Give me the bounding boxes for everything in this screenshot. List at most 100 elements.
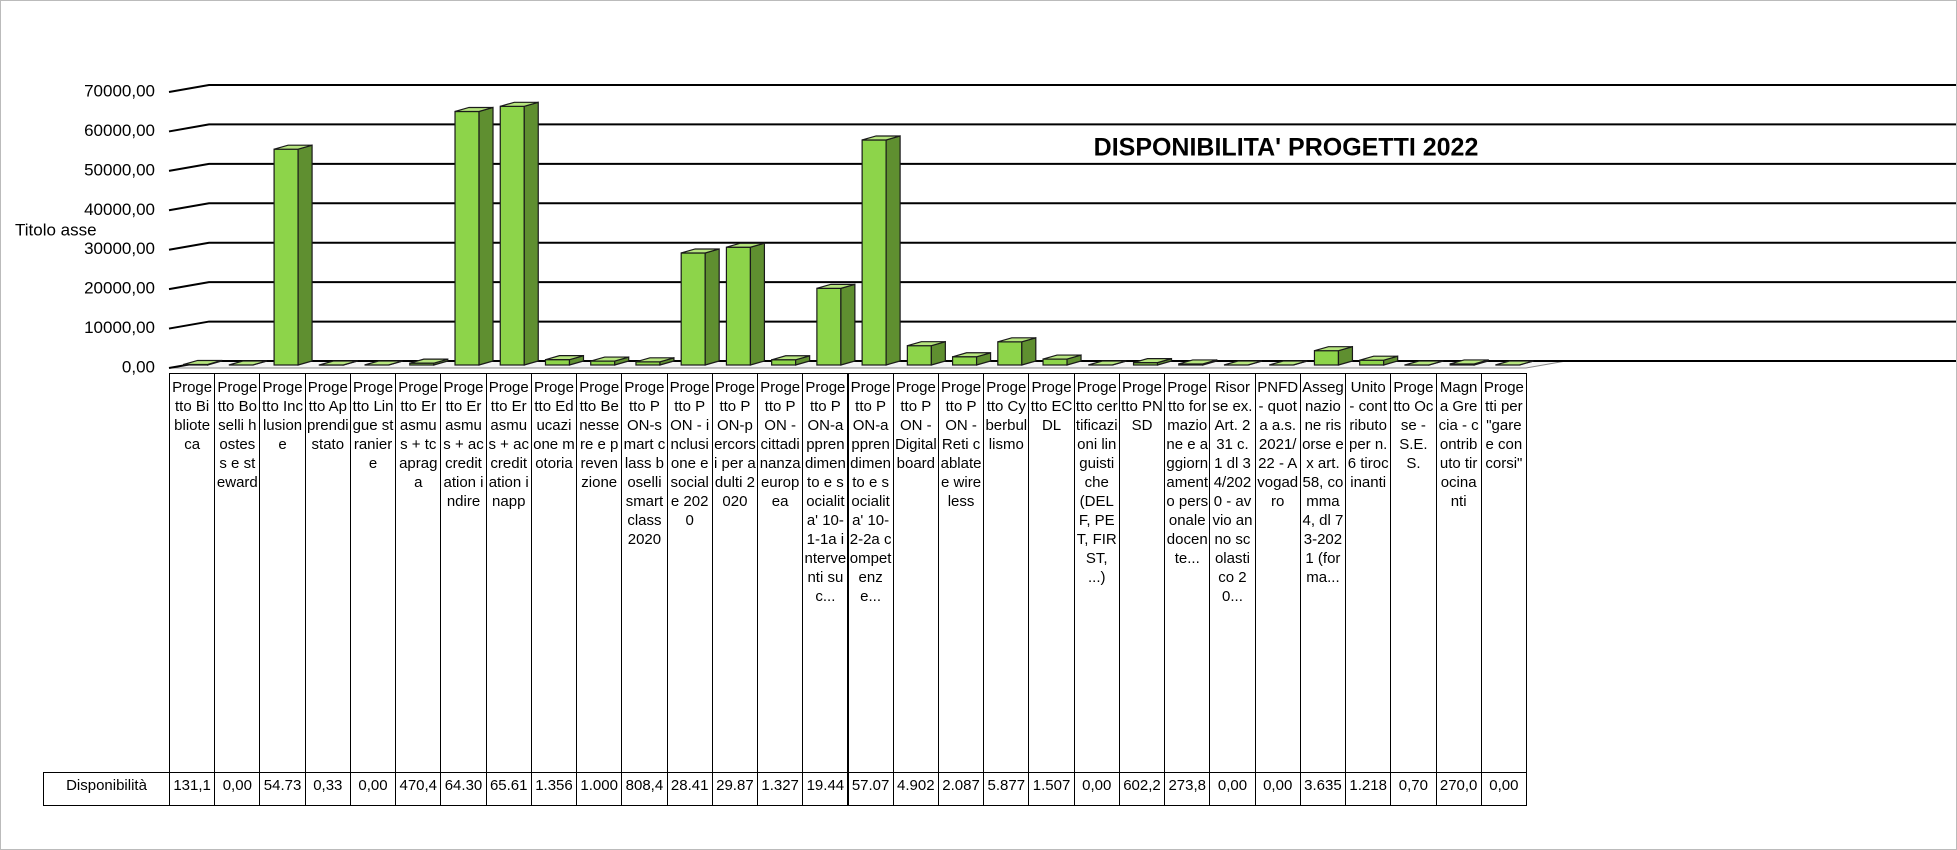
bar [861,135,901,366]
x-tick-label: Assegnazione risorse ex art. 58, comma 4… [1299,373,1347,773]
data-table-value: 0,00 [1073,772,1120,806]
grid-line [168,281,1956,291]
bar-front [997,341,1023,366]
y-tick-label: 0,00 [122,357,155,376]
y-tick-label: 20000,00 [84,279,155,298]
bar-front [1042,358,1068,366]
bar-front [725,246,752,366]
x-tick-label: Progetto Erasmus + tcapraga [395,373,442,773]
bar-front [906,345,932,366]
x-tick-label: Progetto Benessere e prevenzione [576,373,623,773]
data-table-value: 0,00 [214,772,261,806]
x-tick-label: Progetto Educazione motoria [530,373,578,773]
bar-top [681,248,720,254]
bar [951,351,992,366]
bar-top [1088,360,1127,366]
x-tick-label: Progetto PON - Digital board [892,373,939,773]
bar-front [1359,359,1385,366]
data-table-value: 5.877 [983,772,1030,806]
y-tick-label: 60000,00 [84,121,155,140]
bar-top [364,360,403,366]
bar-top [545,355,584,361]
bar-top [183,359,222,366]
x-tick-label: Progetto PNSD [1118,373,1166,773]
bar [1223,360,1263,366]
bar-front [951,356,978,366]
bar-side [704,248,720,366]
bar [1132,357,1173,366]
bar-top [816,283,856,289]
bar-top [997,337,1036,343]
data-table-value: 1.356 [530,772,578,806]
x-tick-label: Progetto ECDL [1028,373,1075,773]
bar-top [454,106,494,113]
bar-side [885,135,901,366]
bar-top [1404,360,1444,366]
bar-top [771,355,810,361]
bar-front [861,139,887,366]
y-tick-label: 30000,00 [84,239,155,258]
x-tick-label: Progetto PON - Reti cablate e wireless [937,373,985,773]
bar-top [861,135,901,141]
x-tick-label: Progetti per "gare e concorsi" [1480,373,1527,773]
data-table-value: 2.087 [937,772,985,806]
y-tick-label: 40000,00 [84,200,155,219]
bar-front [273,148,299,366]
x-tick-label: Progetto PON - inclusione e sociale 2020 [666,373,713,773]
bar-front [771,359,797,366]
x-tick-label: Progetto PON-apprendimento e socialita' … [847,373,894,773]
grid-line [168,84,1956,93]
bar [499,101,539,366]
grid-line [168,162,1956,172]
bar-top [228,360,268,366]
bar [183,359,223,366]
bar-top [319,360,358,366]
bar [816,283,856,366]
data-table-value: 65.61 [485,772,532,806]
data-table-value: 602,2 [1118,772,1166,806]
data-table-value: 0,00 [349,772,397,806]
bar [364,360,403,366]
data-table-value: 64.30 [440,772,487,806]
y-axis-label: Titolo asse [15,220,97,239]
bar-top [1449,359,1489,365]
bar [1404,360,1444,366]
x-tick-label: Progetto formazione e aggiornamento pers… [1164,373,1211,773]
data-table-value: 0,33 [304,772,351,806]
bar [906,340,946,366]
bar [1449,359,1489,366]
x-tick-label: Progetto Erasmus + accreditation inapp [485,373,532,773]
bar-top [590,356,629,362]
data-table-value: 0,00 [1254,772,1301,806]
bar-top [500,101,539,107]
bar [228,360,268,366]
x-tick-label: PNFD - quota a.s. 2021/22 - Avogadro [1254,373,1301,773]
data-table-value: 131,1 [169,772,216,806]
bar [680,248,720,366]
x-tick-label: Risorse ex. Art. 231 c. 1 dl 34/2020 - a… [1209,373,1256,773]
grid-line [168,202,1956,212]
bar [454,106,494,366]
bar [1359,355,1399,366]
bar-top [635,357,675,363]
bar [997,337,1037,366]
bar-top [1269,360,1308,366]
bar [544,354,585,366]
data-table-value: 0,00 [1209,772,1256,806]
bar-side [523,101,539,366]
data-table-value: 57.07 [847,772,894,806]
bar-top [409,358,448,364]
bar-front [816,287,842,366]
data-table-value: 4.902 [892,772,939,806]
bar [1269,360,1308,366]
data-table-value: 808,4 [621,772,668,806]
x-tick-label: Progetto Apprendistato [304,373,351,773]
data-table-value: 1.000 [576,772,623,806]
data-table-value: 54.73 [259,772,306,806]
x-tick-label: Unito - contributo per n. 6 tirocinanti [1345,373,1392,773]
data-table-value: 0,70 [1390,772,1437,806]
x-tick-label: Progetto Erasmus + accreditation indire [440,373,487,773]
x-tick-label: Progetto Lingue straniere [349,373,397,773]
